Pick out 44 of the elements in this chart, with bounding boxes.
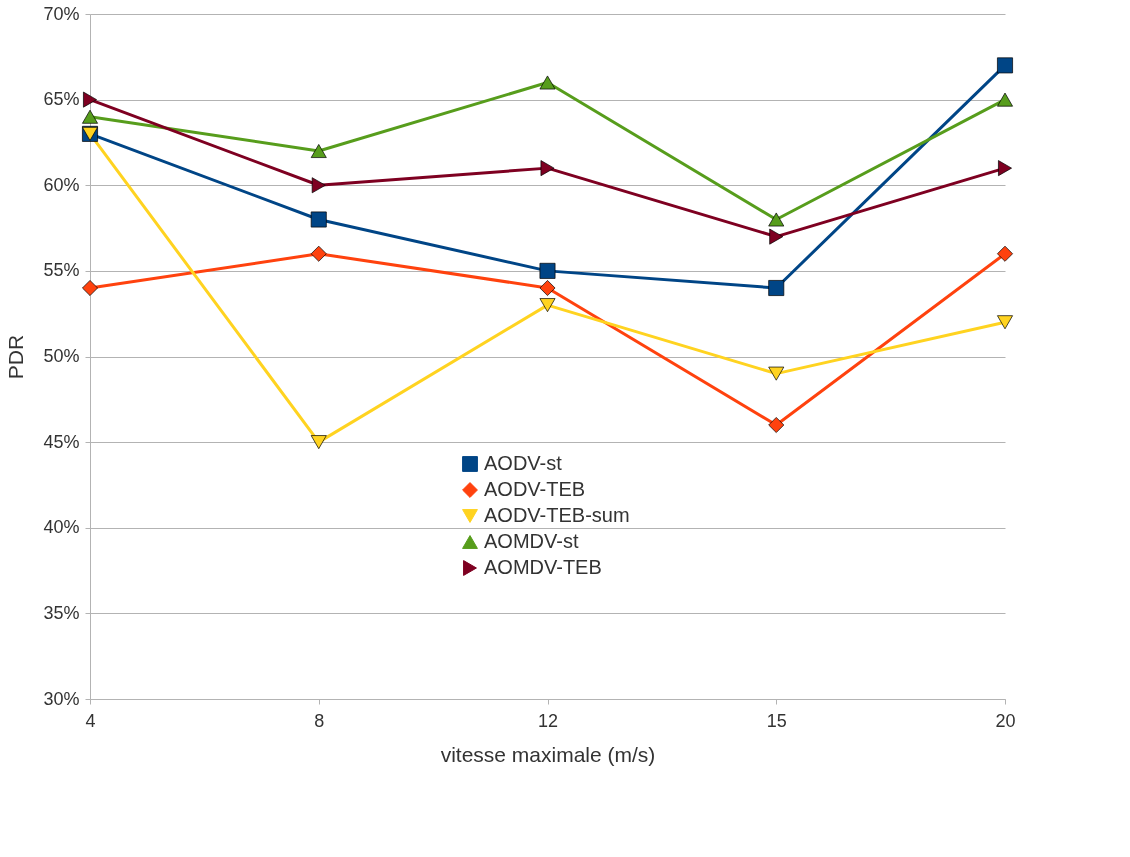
point [768,212,785,227]
point [997,92,1013,107]
legend-label: AODV-TEB-sum [484,504,630,526]
point [768,417,785,433]
point [997,315,1013,330]
point [768,280,785,296]
y-axis-title: PDR [4,334,28,380]
point [83,91,97,108]
x-tick-label: 20 [995,710,1016,731]
y-tick-label: 60% [43,174,80,195]
y-tick-label: 45% [43,431,80,452]
y-tick-label: 55% [43,260,80,281]
x-tick-label: 8 [314,710,325,731]
legend-label: AODV-TEB [484,478,586,500]
point [769,228,784,245]
legend-label: AODV-st [484,452,563,474]
point [539,280,556,296]
y-tick-label: 70% [43,3,80,24]
point [997,245,1013,262]
y-tick-label: 65% [43,89,80,110]
point [539,298,556,313]
y-tick-label: 30% [43,688,80,709]
y-tick-label: 50% [43,346,80,366]
point [540,160,555,177]
point [310,211,327,228]
legend-label: AOMDV-st [484,530,579,552]
x-tick-label: 12 [537,710,559,731]
point [82,109,98,124]
y-tick-label: 35% [43,602,80,623]
point [310,245,327,262]
point [539,262,556,279]
point [998,160,1012,177]
point [997,57,1013,74]
point [82,280,98,296]
x-tick-label: 4 [85,710,96,731]
point [311,177,326,194]
point [539,75,556,90]
x-axis-title: vitesse maximale (m/s) [440,742,656,766]
point [310,435,327,450]
point [310,144,327,158]
y-tick-label: 40% [43,517,80,538]
point [768,366,785,381]
legend-label: AOMDV-TEB [484,556,602,578]
x-tick-label: 15 [766,710,787,731]
